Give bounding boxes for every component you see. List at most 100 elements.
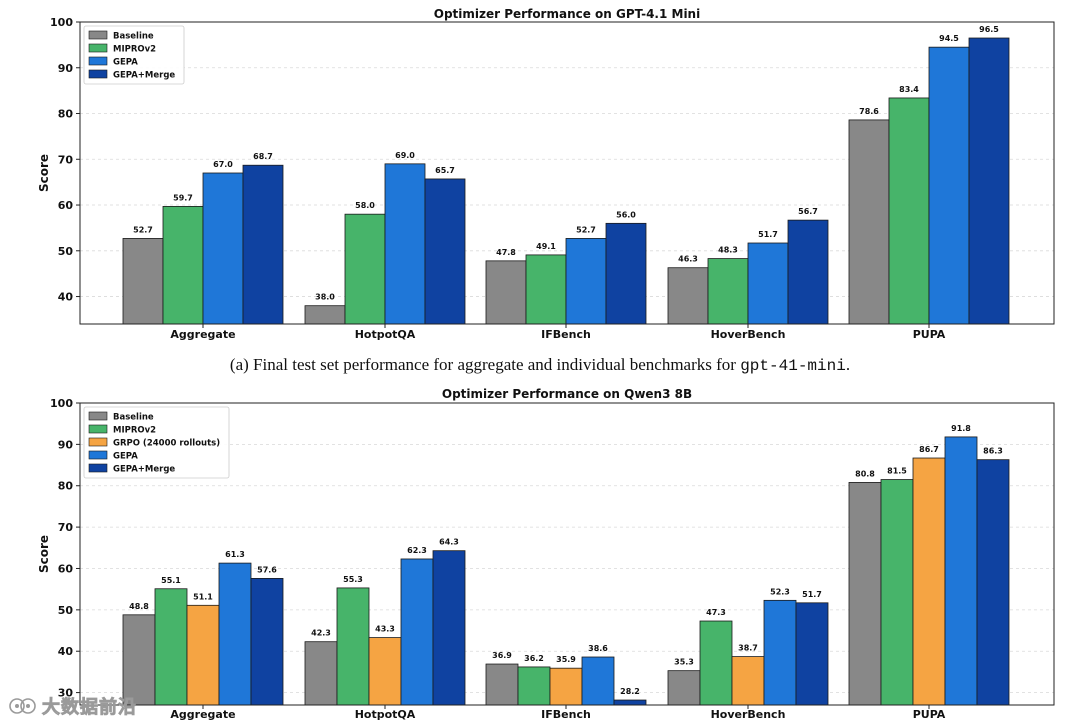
legend-label-gepa-merge: GEPA+Merge	[113, 71, 175, 81]
bar-value-label: 67.0	[213, 160, 233, 169]
bar-baseline-hotpotqa	[304, 305, 346, 325]
x-tick-label: IFBench	[541, 708, 591, 721]
bar-miprov2-pupa	[880, 479, 914, 706]
bar-gepa-hotpotqa	[384, 163, 426, 325]
legend-swatch-baseline	[88, 411, 108, 421]
bar-value-label: 35.3	[674, 658, 694, 667]
bar-miprov2-ifbench	[525, 254, 567, 325]
bar-miprov2-aggregate	[154, 588, 188, 706]
x-tick-label: HoverBench	[711, 328, 786, 341]
bar-value-label: 47.3	[706, 608, 726, 617]
bar-value-label: 57.6	[257, 565, 277, 574]
chart-title: Optimizer Performance on GPT-4.1 Mini	[434, 7, 700, 21]
axes-frame	[79, 21, 1055, 325]
y-axis-label: Score	[37, 535, 51, 573]
legend-swatch-baseline	[88, 30, 108, 40]
bar-value-label: 62.3	[407, 546, 427, 555]
bar-gepa-merge-hoverbench	[787, 219, 829, 325]
y-tick-label: 50	[58, 245, 74, 258]
bar-value-label: 94.5	[939, 34, 959, 43]
bar-gepa-pupa	[944, 436, 978, 706]
bar-value-label: 36.9	[492, 651, 512, 660]
bar-miprov2-hotpotqa	[336, 587, 370, 706]
x-tick-label: Aggregate	[170, 708, 235, 721]
bar-value-label: 65.7	[435, 166, 455, 175]
bar-value-label: 81.5	[887, 467, 907, 476]
bar-gepa-hoverbench	[747, 242, 789, 325]
bar-value-label: 86.3	[983, 447, 1003, 456]
y-tick-label: 60	[58, 199, 74, 212]
bar-gepa-merge-hotpotqa	[424, 178, 466, 325]
bar-value-label: 52.3	[770, 587, 790, 596]
bar-value-label: 48.8	[129, 602, 149, 611]
legend-box	[83, 406, 230, 479]
bar-value-label: 52.7	[576, 225, 596, 234]
bar-gepa-merge-aggregate	[250, 578, 284, 706]
bar-gepa-merge-hotpotqa	[432, 550, 466, 706]
bar-value-label: 91.8	[951, 424, 971, 433]
caption-prefix: (a) Final test set performance for aggre…	[229, 355, 736, 374]
x-tick-label: PUPA	[913, 328, 946, 341]
bar-gepa-hoverbench	[763, 599, 797, 706]
chart-qwen3-8b: Optimizer Performance on Qwen3 8B 30 40 50 6…	[37, 387, 1055, 721]
bar-value-label: 51.7	[802, 590, 822, 599]
x-tick-label: HotpotQA	[355, 708, 416, 721]
bar-gepa-merge-ifbench	[613, 699, 647, 706]
bar-value-label: 80.8	[855, 469, 875, 478]
legend: Baseline MIPROv2 GEPA GEPA+Merge	[83, 25, 185, 85]
legend: Baseline MIPROv2 GRPO (24000 rollouts) GEPA…	[83, 406, 230, 479]
bar-baseline-hoverbench	[667, 670, 701, 706]
bar-miprov2-ifbench	[517, 666, 551, 706]
y-tick-label: 40	[58, 291, 74, 304]
legend-label-gepa: GEPA	[113, 58, 138, 68]
y-tick-label: 100	[50, 397, 73, 410]
legend-swatch-gepa-merge	[88, 463, 108, 473]
bar-baseline-ifbench	[485, 260, 527, 325]
figure-caption: (a) Final test set performance for aggre…	[0, 355, 1080, 375]
legend-label-miprov2: MIPROv2	[113, 45, 156, 55]
y-tick-label: 90	[58, 438, 74, 451]
chart-gpt41-mini: Optimizer Performance on GPT-4.1 Mini 40 5…	[37, 7, 1055, 341]
legend-label-baseline: Baseline	[113, 32, 154, 42]
y-tick-label: 30	[58, 687, 74, 700]
bar-value-label: 68.7	[253, 152, 273, 161]
bar-gepa-pupa	[928, 46, 970, 325]
bar-value-label: 52.7	[133, 225, 153, 234]
watermark: 大数据前沿	[8, 693, 137, 719]
legend-box	[83, 25, 185, 85]
legend-swatch-gepa	[88, 450, 108, 460]
bar-gepa-merge-pupa	[976, 459, 1010, 706]
axes-frame	[79, 402, 1055, 706]
bar-gepa-hotpotqa	[400, 558, 434, 706]
legend-swatch-miprov2	[88, 43, 108, 53]
legend-label-baseline: Baseline	[113, 413, 154, 423]
bar-value-label: 56.7	[798, 207, 818, 216]
bar-value-label: 42.3	[311, 629, 331, 638]
legend-swatch-miprov2	[88, 424, 108, 434]
bar-gepa-aggregate	[202, 172, 244, 325]
bar-baseline-hoverbench	[667, 267, 709, 325]
bar-baseline-aggregate	[122, 614, 156, 706]
bar-value-label: 96.5	[979, 25, 999, 34]
bar-value-label: 86.7	[919, 445, 939, 454]
bar-baseline-ifbench	[485, 663, 519, 706]
bar-gepa-merge-aggregate	[242, 164, 284, 325]
bar-value-label: 28.2	[620, 687, 640, 696]
caption-suffix: .	[845, 355, 851, 374]
bar-miprov2-hotpotqa	[344, 213, 386, 325]
y-tick-label: 80	[58, 480, 74, 493]
y-tick-label: 90	[58, 62, 74, 75]
bar-miprov2-hoverbench	[707, 258, 749, 325]
y-tick-label: 100	[50, 16, 73, 29]
y-tick-label: 70	[58, 153, 74, 166]
bar-baseline-aggregate	[122, 238, 164, 325]
bar-gepa-merge-ifbench	[605, 222, 647, 325]
legend-label-gepa: GEPA	[113, 452, 138, 462]
y-tick-label: 70	[58, 521, 74, 534]
bar-value-label: 35.9	[556, 655, 576, 664]
y-tick-label: 60	[58, 562, 74, 575]
bar-miprov2-aggregate	[162, 206, 204, 325]
bar-gepa-ifbench	[581, 656, 615, 706]
legend-label-miprov2: MIPROv2	[113, 426, 156, 436]
